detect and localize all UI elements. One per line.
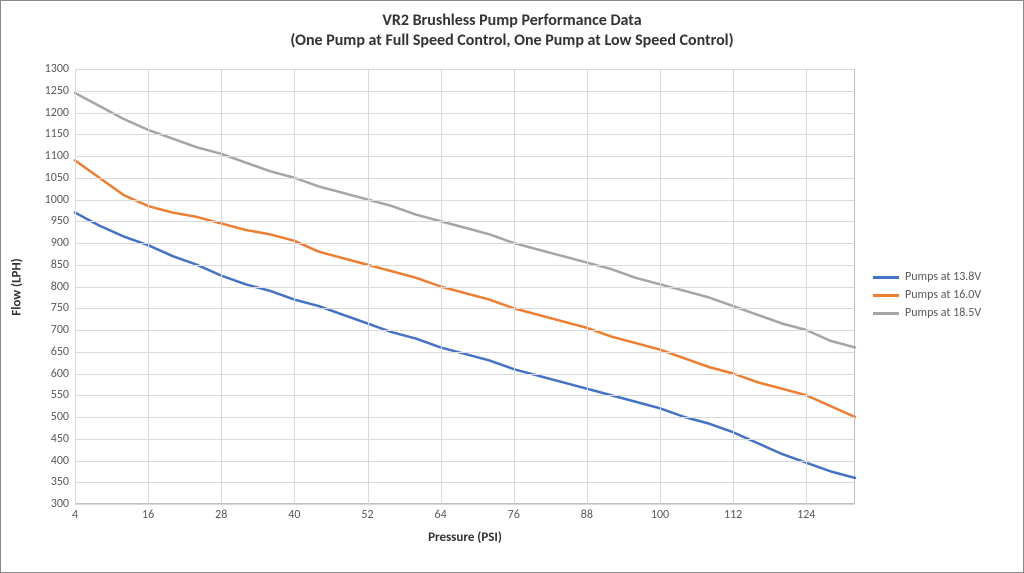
x-tick-label: 76 <box>508 504 520 522</box>
y-tick-label: 650 <box>51 345 75 359</box>
grid-line-v <box>368 69 369 504</box>
grid-line-h <box>75 287 855 288</box>
grid-line-h <box>75 374 855 375</box>
grid-line-h <box>75 395 855 396</box>
y-axis-title: Flow (LPH) <box>10 258 25 315</box>
grid-line-h <box>75 352 855 353</box>
chart-title: VR2 Brushless Pump Performance Data (One… <box>1 11 1023 51</box>
y-tick-label: 400 <box>51 454 75 468</box>
y-tick-label: 1000 <box>45 193 75 207</box>
y-tick-label: 800 <box>51 280 75 294</box>
legend-item: Pumps at 16.0V <box>873 288 981 302</box>
grid-line-h <box>75 265 855 266</box>
x-tick-label: 64 <box>435 504 447 522</box>
grid-line-h <box>75 221 855 222</box>
grid-line-v <box>587 69 588 504</box>
legend-swatch <box>873 276 899 279</box>
chart-container: VR2 Brushless Pump Performance Data (One… <box>0 0 1024 573</box>
grid-line-h <box>75 200 855 201</box>
x-axis-title: Pressure (PSI) <box>428 530 502 545</box>
grid-line-v <box>294 69 295 504</box>
legend-item: Pumps at 18.5V <box>873 306 981 320</box>
grid-line-h <box>75 178 855 179</box>
grid-line-h <box>75 330 855 331</box>
y-tick-label: 350 <box>51 475 75 489</box>
x-tick-label: 52 <box>361 504 373 522</box>
x-tick-label: 124 <box>797 504 815 522</box>
y-tick-label: 450 <box>51 432 75 446</box>
x-tick-label: 28 <box>215 504 227 522</box>
grid-line-h <box>75 69 855 70</box>
y-tick-label: 1050 <box>45 171 75 185</box>
grid-line-h <box>75 134 855 135</box>
grid-line-h <box>75 461 855 462</box>
grid-line-h <box>75 91 855 92</box>
x-tick-label: 16 <box>142 504 154 522</box>
y-tick-label: 1250 <box>45 84 75 98</box>
grid-line-v <box>514 69 515 504</box>
y-tick-label: 900 <box>51 236 75 250</box>
legend-item: Pumps at 13.8V <box>873 270 981 284</box>
y-tick-label: 750 <box>51 301 75 315</box>
y-tick-label: 950 <box>51 214 75 228</box>
legend: Pumps at 13.8V Pumps at 16.0V Pumps at 18.… <box>873 266 981 324</box>
grid-line-v <box>221 69 222 504</box>
y-tick-label: 600 <box>51 367 75 381</box>
x-tick-label: 112 <box>724 504 742 522</box>
y-tick-label: 850 <box>51 258 75 272</box>
grid-line-h <box>75 113 855 114</box>
x-tick-label: 88 <box>581 504 593 522</box>
grid-line-h <box>75 439 855 440</box>
x-tick-label: 4 <box>72 504 78 522</box>
chart-title-line1: VR2 Brushless Pump Performance Data <box>1 11 1023 31</box>
y-tick-label: 550 <box>51 388 75 402</box>
chart-title-line2: (One Pump at Full Speed Control, One Pum… <box>1 31 1023 51</box>
x-tick-label: 100 <box>651 504 669 522</box>
y-tick-label: 700 <box>51 323 75 337</box>
y-tick-label: 500 <box>51 410 75 424</box>
grid-line-h <box>75 482 855 483</box>
grid-line-v <box>148 69 149 504</box>
legend-label: Pumps at 18.5V <box>905 306 981 320</box>
grid-line-v <box>75 69 76 504</box>
y-tick-label: 1100 <box>45 149 75 163</box>
x-tick-label: 40 <box>288 504 300 522</box>
y-tick-label: 1150 <box>45 127 75 141</box>
y-tick-label: 1300 <box>45 62 75 76</box>
grid-line-v <box>733 69 734 504</box>
grid-line-h <box>75 243 855 244</box>
legend-label: Pumps at 16.0V <box>905 288 981 302</box>
grid-line-h <box>75 417 855 418</box>
grid-line-v <box>660 69 661 504</box>
legend-label: Pumps at 13.8V <box>905 270 981 284</box>
legend-swatch <box>873 312 899 315</box>
grid-line-h <box>75 156 855 157</box>
legend-swatch <box>873 294 899 297</box>
grid-line-v <box>441 69 442 504</box>
grid-line-h <box>75 308 855 309</box>
y-tick-label: 1200 <box>45 106 75 120</box>
grid-line-v <box>806 69 807 504</box>
plot-area: 3003504004505005506006507007508008509009… <box>75 69 855 504</box>
